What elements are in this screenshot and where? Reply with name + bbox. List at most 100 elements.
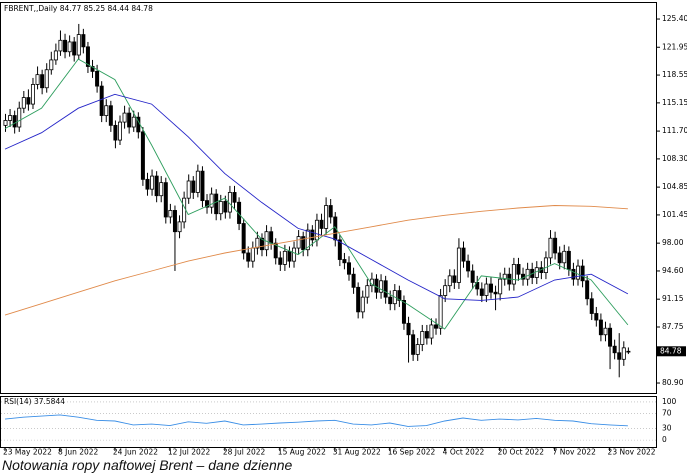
candle-body xyxy=(278,257,283,265)
candle-body xyxy=(356,286,361,313)
x-tick-label: 24 Jun 2022 xyxy=(113,448,158,457)
candle-body xyxy=(186,180,191,199)
candle-body xyxy=(525,268,530,280)
candle-body xyxy=(154,175,159,197)
candle-body xyxy=(58,39,63,52)
candle-body xyxy=(255,237,260,249)
x-tick-label: 7 Nov 2022 xyxy=(553,448,596,457)
y-tick-label: 101.45 xyxy=(662,210,687,219)
moving-average xyxy=(4,205,628,316)
candle-body xyxy=(406,322,411,336)
candle-body xyxy=(488,283,493,293)
y-tick-label: 94.60 xyxy=(662,266,684,275)
candle-body xyxy=(30,84,35,105)
candle-body xyxy=(447,275,452,287)
y-tick-label: 115.15 xyxy=(662,98,687,107)
candle-body xyxy=(543,257,548,273)
rsi-tick-label: 100 xyxy=(662,397,677,406)
candle-body xyxy=(67,41,72,53)
candle-body xyxy=(12,115,17,128)
candle-body xyxy=(26,97,31,105)
candle-body xyxy=(113,124,118,141)
candle-body xyxy=(493,291,498,295)
candle-body xyxy=(328,205,333,218)
y-tick-label: 104.85 xyxy=(662,182,687,191)
x-tick-label: 23 May 2022 xyxy=(3,448,52,457)
candle-body xyxy=(534,267,539,278)
candle-body xyxy=(337,239,342,260)
candle-body xyxy=(305,229,310,251)
candle-body xyxy=(140,131,145,180)
candle-body xyxy=(195,170,200,193)
candle-body xyxy=(99,85,104,116)
x-tick-label: 23 Nov 2022 xyxy=(608,448,656,457)
candle-body xyxy=(53,50,58,61)
rsi-header: RSI(14) 37.5844 xyxy=(4,397,65,406)
candle-body xyxy=(218,201,223,215)
candle-body xyxy=(21,97,26,109)
candle-body xyxy=(172,210,177,233)
candle-body xyxy=(484,283,489,296)
candle-body xyxy=(585,280,590,300)
price-box xyxy=(657,346,686,357)
candle-body xyxy=(571,268,576,280)
candle-body xyxy=(562,250,567,264)
candle-body xyxy=(214,193,219,215)
candle-body xyxy=(246,252,251,262)
candle-body xyxy=(548,237,553,259)
candle-body xyxy=(479,288,484,296)
candle-body xyxy=(3,120,8,126)
candle-body xyxy=(282,250,287,265)
candle-body xyxy=(388,296,393,305)
candle-body xyxy=(269,231,274,244)
candle-body xyxy=(118,121,123,141)
candle-body xyxy=(603,327,608,336)
candle-body xyxy=(273,242,278,259)
moving-average xyxy=(4,58,629,330)
candle-body xyxy=(131,116,136,128)
candle-body xyxy=(163,182,168,218)
candle-body xyxy=(617,352,622,360)
rsi-tick-label: 70 xyxy=(662,408,672,417)
price-label: 84.78 xyxy=(660,346,682,355)
moving-average xyxy=(4,93,629,301)
candle-body xyxy=(429,324,434,339)
candle-body xyxy=(466,260,471,272)
candle-body xyxy=(438,295,443,329)
rsi-value: 37.5844 xyxy=(34,397,65,406)
candle-body xyxy=(8,115,13,121)
rsi-tick-label: 30 xyxy=(662,424,672,433)
candle-body xyxy=(342,259,347,264)
candle-body xyxy=(17,107,22,128)
y-tick-label: 121.95 xyxy=(662,42,687,51)
candle-body xyxy=(553,237,558,254)
y-tick-label: 91.15 xyxy=(662,294,684,303)
candle-body xyxy=(85,46,90,67)
candle-body xyxy=(511,264,516,285)
y-tick-label: 108.30 xyxy=(662,154,687,163)
candle-body xyxy=(443,285,448,296)
x-tick-label: 15 Aug 2022 xyxy=(278,448,326,457)
y-tick-label: 118.55 xyxy=(662,70,687,79)
candle-body xyxy=(209,193,214,208)
candle-body xyxy=(415,344,420,355)
candle-body xyxy=(205,200,210,208)
candle-body xyxy=(456,247,461,283)
candle-body xyxy=(424,331,429,339)
x-tick-label: 12 Jul 2022 xyxy=(168,448,211,457)
candle-body xyxy=(40,74,45,89)
high-value: 85.25 xyxy=(84,4,106,13)
candle-body xyxy=(434,324,439,329)
x-tick-label: 28 Jul 2022 xyxy=(223,448,266,457)
candle-body xyxy=(621,347,626,360)
candle-body xyxy=(598,319,603,336)
x-tick-label: 16 Sep 2022 xyxy=(388,448,436,457)
candle-body xyxy=(580,265,585,282)
candle-body xyxy=(232,192,237,203)
candle-body xyxy=(81,34,86,48)
x-tick-label: 20 Oct 2022 xyxy=(498,448,545,457)
candle-body xyxy=(145,178,150,190)
symbol: FBRENT,,Daily xyxy=(4,4,58,13)
candle-body xyxy=(310,229,315,241)
x-tick-label: 8 Jun 2022 xyxy=(58,448,99,457)
